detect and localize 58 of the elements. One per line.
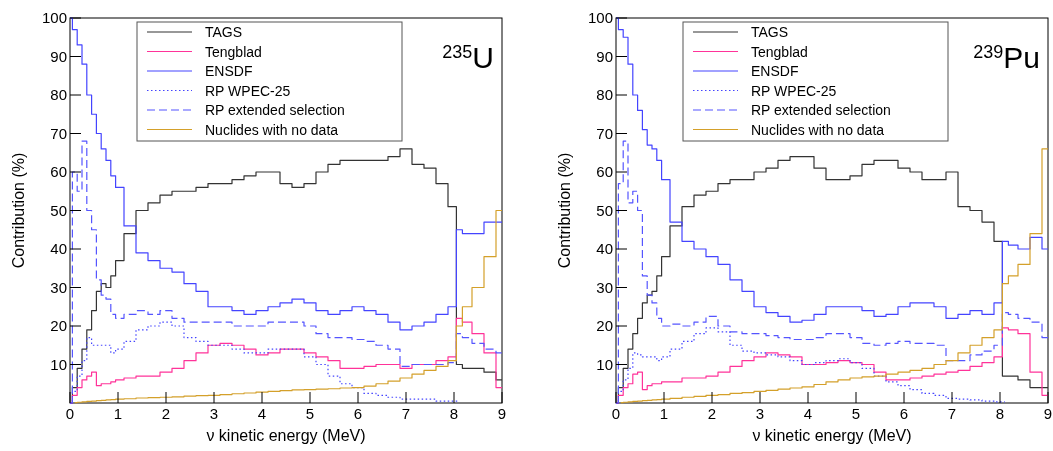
x-tick-label: 2 — [707, 405, 717, 422]
x-axis-title: ν kinetic energy (MeV) — [752, 427, 912, 444]
x-tick-label: 6 — [899, 405, 909, 422]
x-tick-label: 6 — [353, 405, 363, 422]
x-tick-label: 1 — [113, 405, 123, 422]
y-tick-label: 80 — [596, 86, 613, 103]
x-tick-label: 2 — [161, 405, 171, 422]
y-tick-label: 90 — [50, 47, 67, 65]
x-tick-label: 3 — [209, 405, 219, 422]
y-axis-title: Contribution (%) — [556, 152, 573, 269]
x-tick-label: 7 — [947, 405, 957, 422]
y-tick-label: 100 — [41, 9, 67, 26]
x-tick-label: 7 — [401, 405, 411, 422]
legend-label: RP WPEC-25 — [205, 82, 291, 99]
legend-label: TAGS — [751, 24, 789, 40]
x-tick-label: 5 — [851, 405, 861, 422]
legend-label: TAGS — [205, 24, 243, 40]
x-tick-label: 0 — [65, 405, 75, 422]
y-tick-label: 30 — [50, 278, 67, 296]
legend-label: Nuclides with no data — [205, 121, 339, 138]
x-tick-label: 1 — [659, 405, 669, 422]
x-tick-label: 5 — [305, 405, 315, 422]
legend-label: Tengblad — [205, 43, 262, 60]
y-tick-label: 70 — [50, 124, 67, 142]
legend-label: RP extended selection — [751, 102, 891, 118]
y-tick-label: 40 — [596, 240, 613, 257]
y-tick-label: 50 — [50, 201, 67, 219]
legend-label: RP WPEC-25 — [751, 82, 837, 99]
y-tick-label: 60 — [596, 163, 613, 180]
y-tick-label: 60 — [50, 163, 67, 180]
y-tick-label: 20 — [50, 317, 67, 334]
x-tick-label: 3 — [755, 405, 765, 422]
y-tick-label: 80 — [50, 86, 67, 103]
y-tick-label: 90 — [596, 47, 613, 65]
text: $^{239}$Pu — [973, 41, 1040, 74]
y-tick-label: 10 — [596, 355, 613, 373]
x-tick-label: 4 — [803, 405, 813, 422]
y-tick-label: 100 — [587, 9, 613, 26]
y-tick-label: 40 — [50, 240, 67, 257]
y-axis-title: Contribution (%) — [10, 152, 27, 269]
x-axis-title: ν kinetic energy (MeV) — [206, 427, 366, 444]
y-tick-label: 70 — [596, 124, 613, 142]
y-tick-label: 20 — [596, 317, 613, 334]
legend-label: ENSDF — [205, 63, 253, 79]
text: $^{235}$U — [442, 41, 494, 74]
legend-label: Tengblad — [751, 43, 808, 60]
x-tick-label: 9 — [497, 405, 507, 422]
y-tick-label: 30 — [596, 278, 613, 296]
y-tick-label: 10 — [50, 355, 67, 373]
x-tick-label: 9 — [1043, 405, 1053, 422]
legend-label: Nuclides with no data — [751, 121, 885, 138]
x-tick-label: 8 — [449, 405, 459, 422]
x-tick-label: 0 — [611, 405, 621, 422]
y-tick-label: 50 — [596, 201, 613, 219]
legend-label: ENSDF — [751, 63, 799, 79]
legend-label: RP extended selection — [205, 102, 345, 118]
x-tick-label: 8 — [995, 405, 1005, 422]
x-tick-label: 4 — [257, 405, 267, 422]
